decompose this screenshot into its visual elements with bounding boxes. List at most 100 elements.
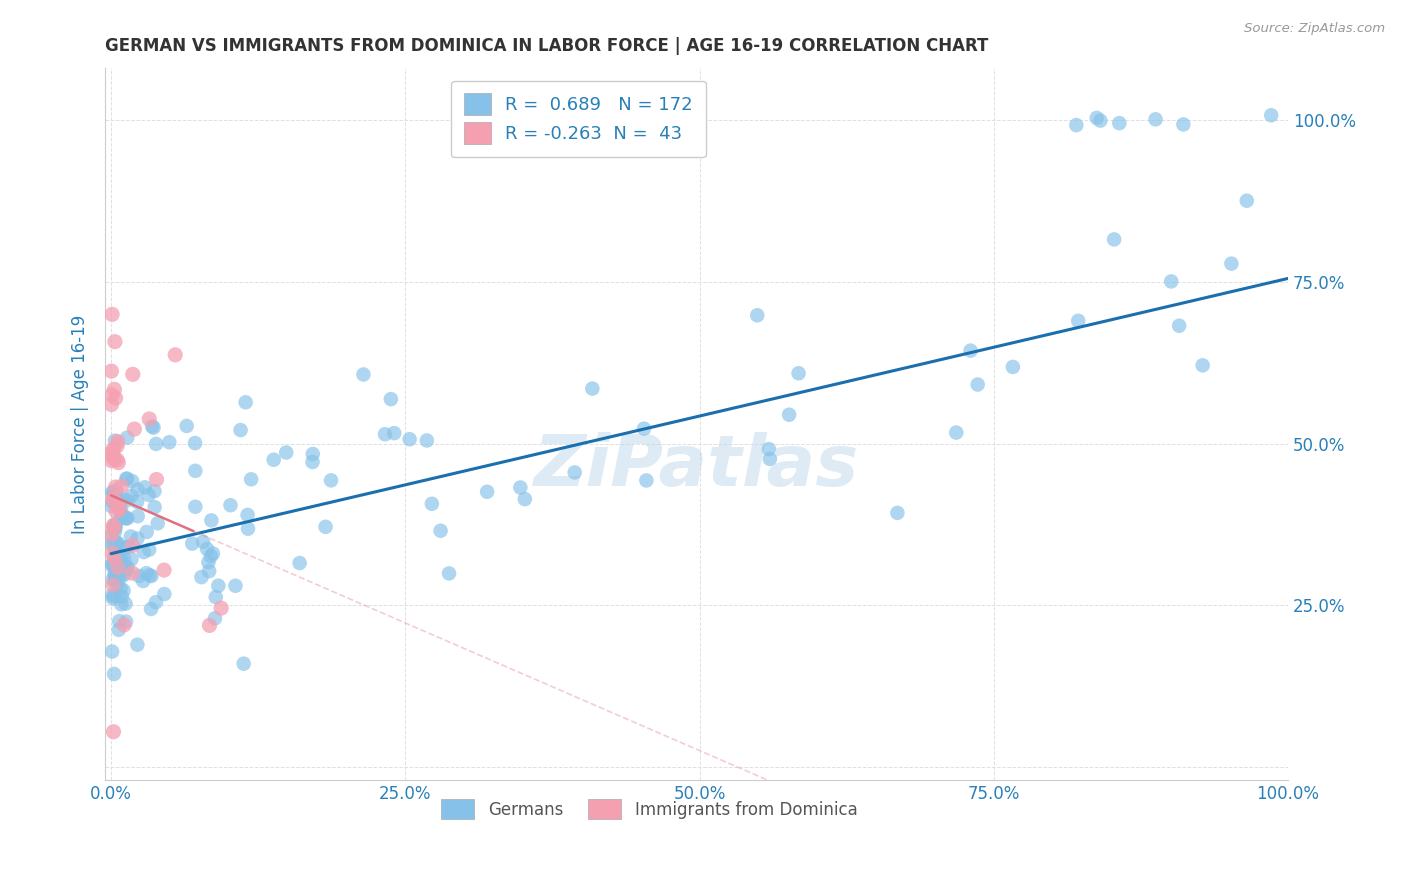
Point bbox=[100, 364, 122, 378]
Point bbox=[103, 567, 125, 582]
Point bbox=[190, 570, 212, 584]
Point bbox=[114, 561, 136, 575]
Point bbox=[108, 549, 131, 564]
Point bbox=[112, 583, 135, 598]
Point bbox=[141, 419, 163, 434]
Point bbox=[120, 529, 142, 543]
Point bbox=[319, 474, 342, 488]
Point bbox=[1067, 314, 1090, 328]
Point bbox=[288, 556, 311, 570]
Point bbox=[758, 442, 780, 456]
Point bbox=[115, 615, 138, 629]
Point bbox=[232, 657, 254, 671]
Point bbox=[157, 435, 180, 450]
Point bbox=[224, 579, 246, 593]
Point bbox=[104, 520, 127, 534]
Point bbox=[143, 484, 166, 499]
Point bbox=[101, 644, 124, 658]
Point bbox=[778, 408, 800, 422]
Point bbox=[114, 511, 136, 525]
Point bbox=[100, 453, 122, 467]
Point bbox=[108, 614, 131, 628]
Text: Source: ZipAtlas.com: Source: ZipAtlas.com bbox=[1244, 22, 1385, 36]
Point bbox=[108, 567, 131, 582]
Point bbox=[121, 552, 143, 566]
Point bbox=[105, 490, 128, 504]
Point bbox=[104, 516, 127, 531]
Point bbox=[104, 334, 127, 349]
Point bbox=[103, 518, 125, 533]
Point bbox=[127, 509, 149, 524]
Point bbox=[201, 547, 224, 561]
Point bbox=[145, 595, 167, 609]
Point bbox=[886, 506, 908, 520]
Point bbox=[103, 485, 125, 500]
Point bbox=[101, 558, 124, 573]
Point bbox=[420, 497, 443, 511]
Point bbox=[138, 488, 160, 502]
Point bbox=[276, 445, 298, 459]
Point bbox=[191, 534, 214, 549]
Point bbox=[146, 516, 169, 531]
Point bbox=[437, 566, 460, 581]
Point bbox=[1144, 112, 1167, 127]
Point bbox=[633, 422, 655, 436]
Point bbox=[132, 574, 155, 588]
Point bbox=[564, 466, 586, 480]
Point bbox=[240, 472, 263, 486]
Point bbox=[103, 590, 125, 604]
Point bbox=[101, 578, 124, 592]
Point bbox=[1168, 318, 1191, 333]
Point bbox=[128, 569, 150, 583]
Point bbox=[787, 366, 810, 380]
Point bbox=[104, 546, 127, 560]
Point bbox=[121, 474, 143, 488]
Point bbox=[103, 522, 125, 536]
Point bbox=[100, 499, 122, 513]
Point bbox=[107, 560, 129, 574]
Point bbox=[110, 503, 132, 517]
Point bbox=[1108, 116, 1130, 130]
Point bbox=[513, 492, 536, 507]
Point bbox=[104, 542, 127, 557]
Point bbox=[127, 483, 149, 497]
Point bbox=[138, 542, 160, 557]
Point bbox=[747, 308, 769, 322]
Y-axis label: In Labor Force | Age 16-19: In Labor Force | Age 16-19 bbox=[72, 315, 89, 533]
Point bbox=[103, 451, 125, 466]
Point bbox=[105, 567, 128, 582]
Point bbox=[104, 574, 127, 588]
Point bbox=[105, 535, 128, 549]
Point bbox=[181, 536, 204, 550]
Point bbox=[111, 556, 134, 570]
Point bbox=[114, 541, 136, 555]
Point bbox=[100, 529, 122, 543]
Point bbox=[112, 618, 135, 632]
Point bbox=[153, 587, 176, 601]
Point bbox=[117, 511, 139, 525]
Point bbox=[207, 579, 229, 593]
Point bbox=[101, 485, 124, 500]
Point bbox=[121, 538, 143, 552]
Point bbox=[127, 638, 149, 652]
Point bbox=[1066, 118, 1088, 132]
Point bbox=[581, 382, 603, 396]
Point bbox=[107, 434, 129, 449]
Point bbox=[112, 492, 135, 507]
Point bbox=[105, 577, 128, 591]
Point bbox=[103, 520, 125, 534]
Point bbox=[1220, 257, 1243, 271]
Point bbox=[103, 667, 125, 681]
Point bbox=[101, 388, 124, 402]
Point bbox=[101, 307, 124, 321]
Point bbox=[115, 472, 138, 486]
Point bbox=[138, 412, 160, 426]
Point bbox=[184, 464, 207, 478]
Point bbox=[759, 451, 782, 466]
Point bbox=[114, 597, 136, 611]
Point bbox=[104, 434, 127, 448]
Point bbox=[301, 455, 323, 469]
Point bbox=[176, 419, 198, 434]
Point bbox=[135, 524, 157, 539]
Point bbox=[104, 534, 127, 549]
